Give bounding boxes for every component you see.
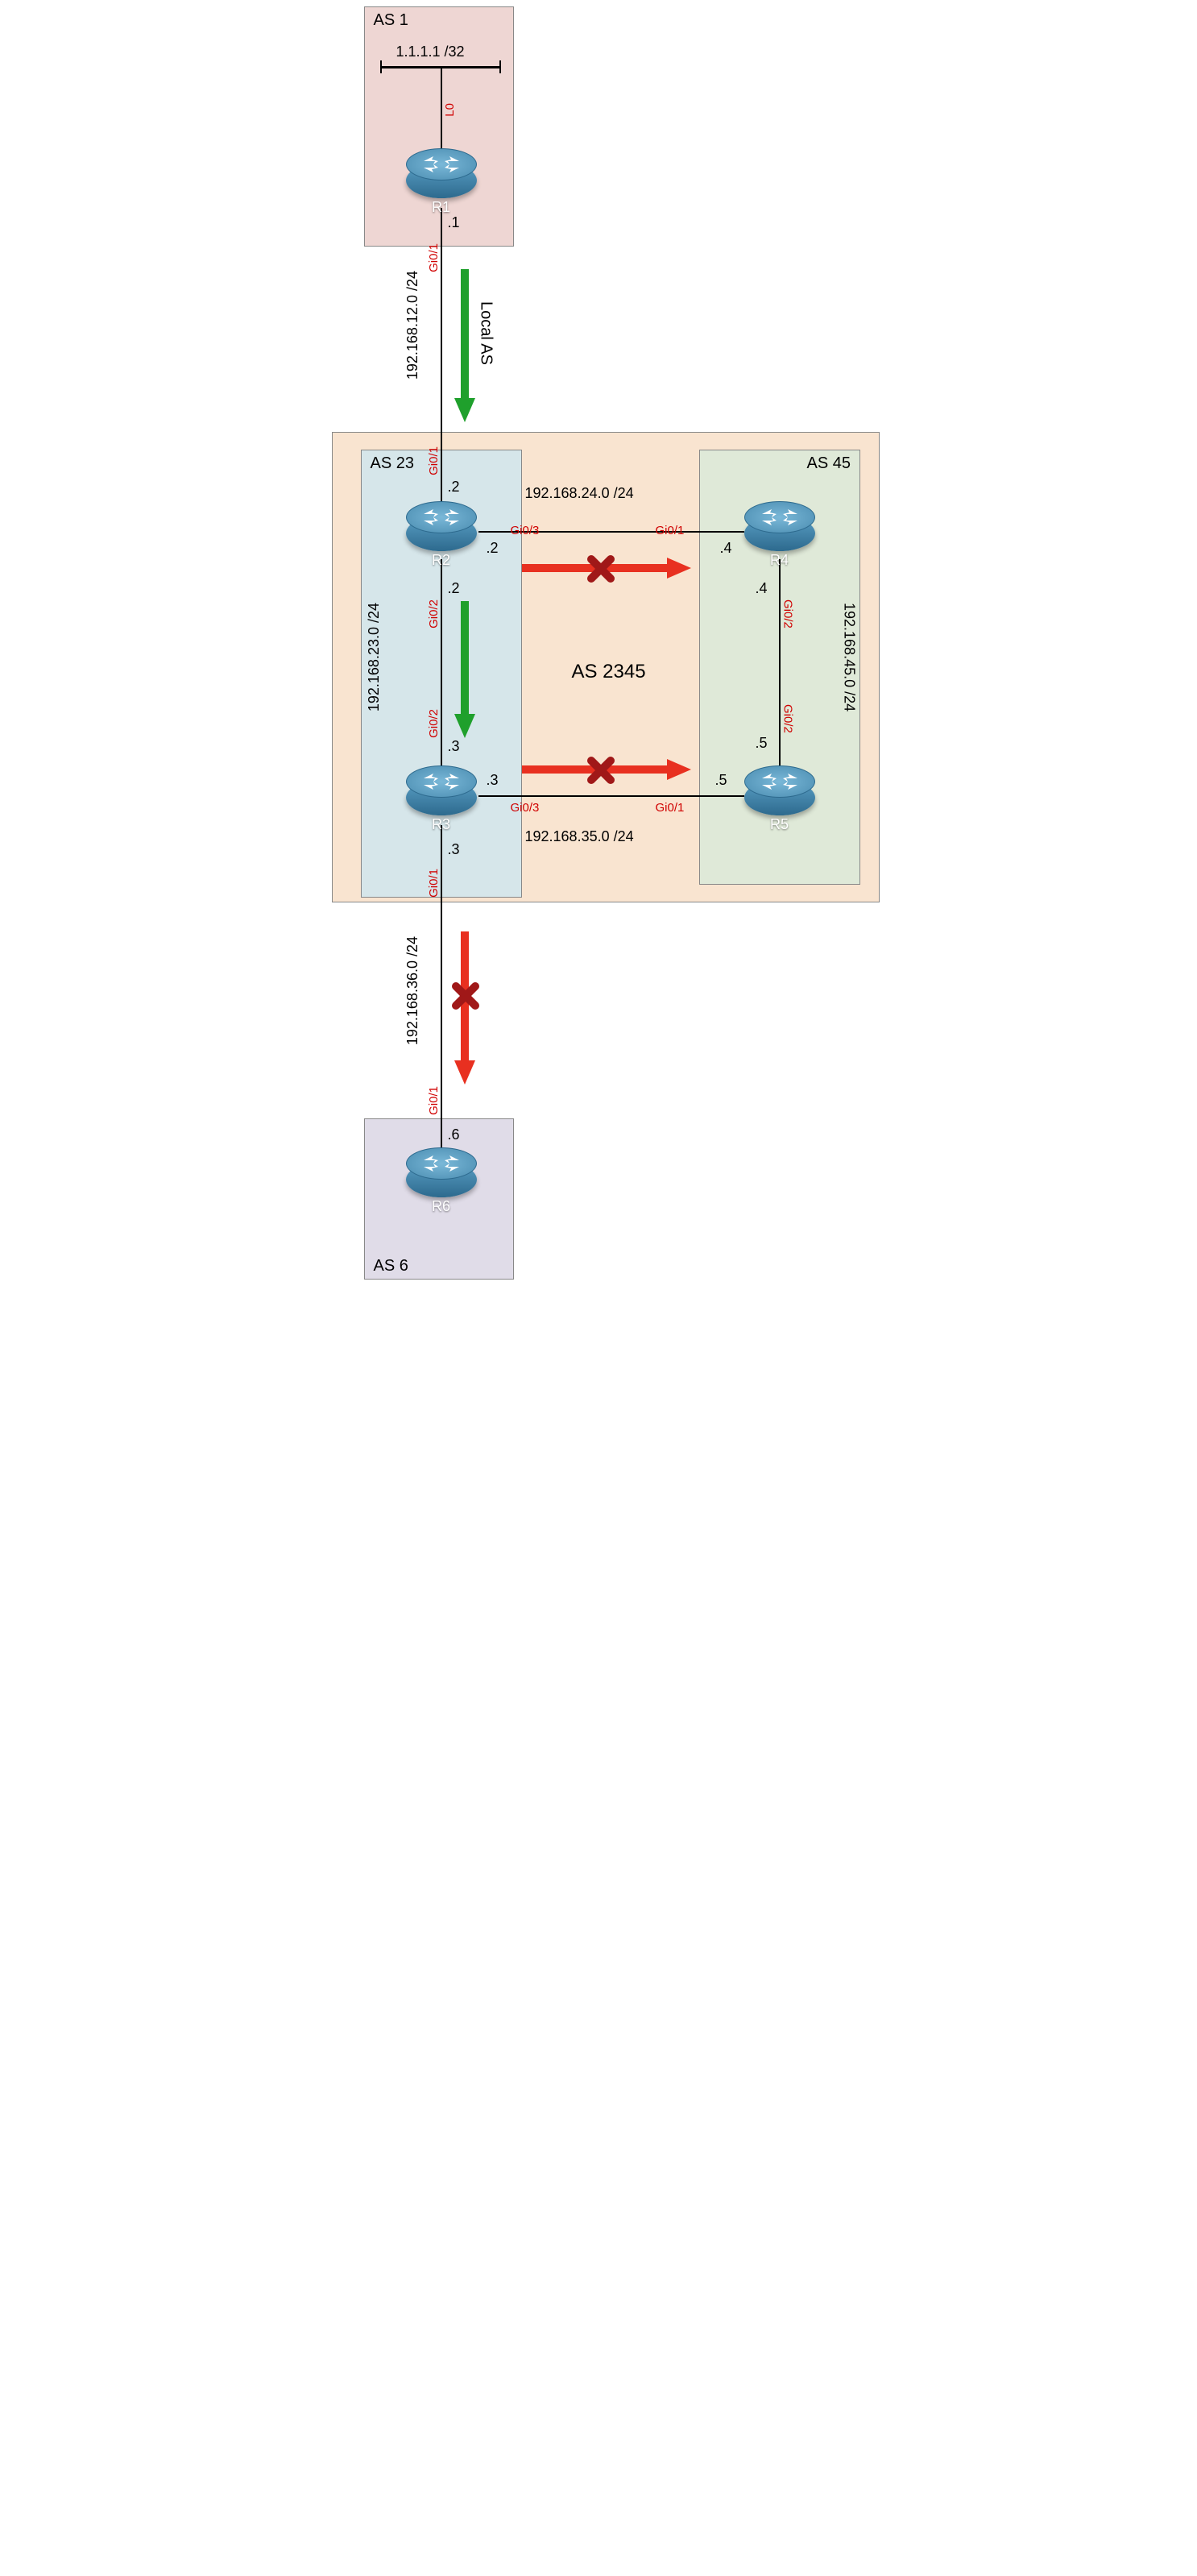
router-r2: R2 xyxy=(403,498,480,566)
x-mark-r3-r5 xyxy=(586,756,615,785)
router-r3: R3 xyxy=(403,762,480,830)
as-label-45: AS 45 xyxy=(807,454,851,473)
x-mark-r3-r6 xyxy=(451,981,480,1010)
router-label-r1: R1 xyxy=(403,199,480,216)
link-r2-r3 xyxy=(441,559,442,770)
host-r2-right: .2 xyxy=(487,540,499,557)
router-label-r4: R4 xyxy=(741,552,818,569)
intf-r2-gi01: Gi0/1 xyxy=(427,446,441,475)
subnet-r1-r2: 192.168.12.0 /24 xyxy=(404,271,421,380)
intf-r5-gi02: Gi0/2 xyxy=(781,704,795,733)
intf-r1-l0: L0 xyxy=(443,103,457,117)
router-r4: R4 xyxy=(741,498,818,566)
as-label-6: AS 6 xyxy=(374,1257,408,1276)
link-r3-r5 xyxy=(478,795,744,797)
host-r3-right: .3 xyxy=(487,772,499,789)
as-label-2345: AS 2345 xyxy=(572,661,646,683)
host-r1-down: .1 xyxy=(448,214,460,231)
intf-r4-gi01: Gi0/1 xyxy=(656,524,685,537)
router-label-r5: R5 xyxy=(741,816,818,833)
host-r2-down: .2 xyxy=(448,580,460,597)
host-r5-left: .5 xyxy=(715,772,727,789)
host-r2-up: .2 xyxy=(448,479,460,496)
as-label-23: AS 23 xyxy=(371,454,414,473)
side-label-local-as: Local AS xyxy=(477,301,495,365)
intf-r5-gi01: Gi0/1 xyxy=(656,801,685,815)
x-mark-r2-r4 xyxy=(586,554,615,583)
host-r5-up: .5 xyxy=(756,735,768,752)
host-r3-down: .3 xyxy=(448,841,460,858)
loopback-tick-left xyxy=(380,60,382,73)
router-label-r2: R2 xyxy=(403,552,480,569)
intf-r3-gi01: Gi0/1 xyxy=(427,869,441,898)
host-r6-up: .6 xyxy=(448,1126,460,1143)
link-r4-r5 xyxy=(779,559,781,770)
intf-r3-gi03: Gi0/3 xyxy=(511,801,540,815)
intf-r6-gi01: Gi0/1 xyxy=(427,1086,441,1115)
arrow-green-r2-r3 xyxy=(453,596,477,741)
host-r4-left: .4 xyxy=(720,540,732,557)
router-r5: R5 xyxy=(741,762,818,830)
subnet-r2-r3: 192.168.23.0 /24 xyxy=(366,603,383,711)
intf-r1-gi01: Gi0/1 xyxy=(427,243,441,272)
router-label-r3: R3 xyxy=(403,816,480,833)
intf-r2-gi02: Gi0/2 xyxy=(427,599,441,628)
intf-r4-gi02: Gi0/2 xyxy=(781,599,795,628)
subnet-r4-r5: 192.168.45.0 /24 xyxy=(841,603,858,711)
subnet-r2-r4: 192.168.24.0 /24 xyxy=(525,485,634,502)
subnet-r3-r5: 192.168.35.0 /24 xyxy=(525,828,634,845)
as-label-1: AS 1 xyxy=(374,11,408,30)
intf-r3-gi02: Gi0/2 xyxy=(427,709,441,738)
subnet-r3-r6: 192.168.36.0 /24 xyxy=(404,936,421,1045)
host-r4-down: .4 xyxy=(756,580,768,597)
arrow-green-r1-r2 xyxy=(453,264,477,425)
loopback-subnet: 1.1.1.1 /32 xyxy=(396,44,465,60)
router-r6: R6 xyxy=(403,1144,480,1212)
diagram-canvas: AS 1 AS 23 AS 45 AS 2345 AS 6 1.1.1.1 /3… xyxy=(300,0,898,1288)
router-label-r6: R6 xyxy=(403,1198,480,1215)
loopback-tick-right xyxy=(499,60,501,73)
intf-r2-gi03: Gi0/3 xyxy=(511,524,540,537)
link-loopback xyxy=(441,66,442,155)
router-r1: R1 xyxy=(403,145,480,213)
